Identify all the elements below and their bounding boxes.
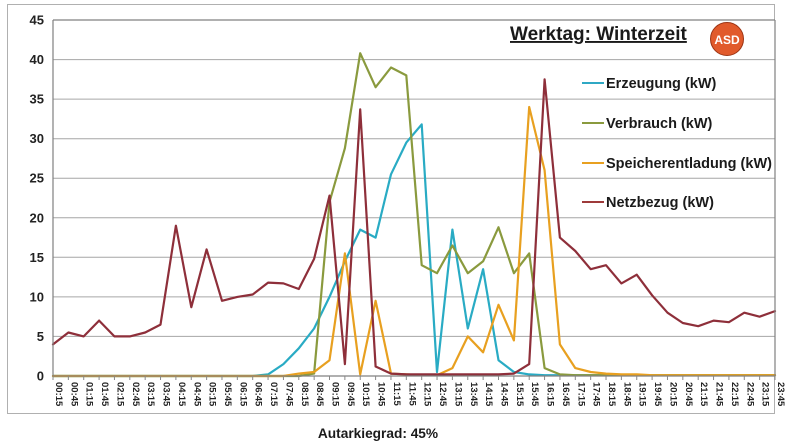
svg-text:16:45: 16:45: [560, 382, 571, 407]
svg-text:23:45: 23:45: [775, 382, 786, 407]
svg-text:35: 35: [30, 92, 44, 107]
svg-text:18:15: 18:15: [606, 382, 617, 407]
svg-text:00:15: 00:15: [53, 382, 64, 407]
svg-text:15:15: 15:15: [514, 382, 525, 407]
svg-text:12:45: 12:45: [437, 382, 448, 407]
svg-text:Netzbezug (kW): Netzbezug (kW): [606, 195, 714, 211]
svg-text:0: 0: [37, 369, 44, 384]
svg-text:06:15: 06:15: [237, 382, 248, 407]
svg-text:14:15: 14:15: [483, 382, 494, 407]
svg-text:13:15: 13:15: [452, 382, 463, 407]
svg-text:Verbrauch (kW): Verbrauch (kW): [606, 116, 713, 132]
svg-text:13:45: 13:45: [468, 382, 479, 407]
svg-text:10:15: 10:15: [360, 382, 371, 407]
svg-text:Erzeugung (kW): Erzeugung (kW): [606, 76, 717, 92]
svg-text:08:45: 08:45: [314, 382, 325, 407]
svg-text:12:15: 12:15: [422, 382, 433, 407]
svg-text:19:45: 19:45: [652, 382, 663, 407]
svg-text:04:45: 04:45: [191, 382, 202, 407]
svg-text:09:15: 09:15: [330, 382, 341, 407]
svg-text:11:15: 11:15: [391, 382, 402, 406]
svg-text:14:45: 14:45: [498, 382, 509, 407]
svg-text:11:45: 11:45: [406, 382, 417, 406]
svg-text:17:15: 17:15: [575, 382, 586, 407]
svg-text:20:15: 20:15: [667, 382, 678, 407]
svg-text:09:45: 09:45: [345, 382, 356, 407]
svg-text:03:15: 03:15: [145, 382, 156, 407]
svg-text:07:15: 07:15: [268, 382, 279, 407]
svg-text:21:15: 21:15: [698, 382, 709, 407]
svg-text:20:45: 20:45: [683, 382, 694, 407]
svg-text:15:45: 15:45: [529, 382, 540, 407]
svg-text:22:15: 22:15: [729, 382, 740, 407]
svg-text:22:45: 22:45: [744, 382, 755, 407]
svg-text:25: 25: [30, 171, 44, 186]
svg-text:01:15: 01:15: [84, 382, 95, 407]
svg-text:19:15: 19:15: [637, 382, 648, 407]
svg-text:20: 20: [30, 210, 44, 225]
svg-text:16:15: 16:15: [545, 382, 556, 407]
svg-text:40: 40: [30, 52, 44, 67]
svg-text:23:15: 23:15: [760, 382, 771, 407]
svg-text:03:45: 03:45: [161, 382, 172, 407]
svg-text:06:45: 06:45: [253, 382, 264, 407]
svg-text:02:45: 02:45: [130, 382, 141, 407]
svg-text:45: 45: [30, 13, 44, 28]
svg-text:01:45: 01:45: [99, 382, 110, 407]
svg-text:04:15: 04:15: [176, 382, 187, 407]
svg-text:17:45: 17:45: [591, 382, 602, 407]
svg-text:05:15: 05:15: [207, 382, 218, 407]
svg-text:10:45: 10:45: [376, 382, 387, 407]
svg-text:Speicherentladung (kW): Speicherentladung (kW): [606, 156, 772, 172]
svg-text:30: 30: [30, 131, 44, 146]
svg-text:02:15: 02:15: [114, 382, 125, 407]
svg-text:Werktag: Winterzeit: Werktag: Winterzeit: [510, 24, 688, 45]
svg-text:07:45: 07:45: [283, 382, 294, 407]
svg-text:08:15: 08:15: [299, 382, 310, 407]
svg-text:21:45: 21:45: [714, 382, 725, 407]
svg-text:15: 15: [30, 250, 44, 265]
svg-text:5: 5: [37, 329, 44, 344]
svg-text:18:45: 18:45: [621, 382, 632, 407]
svg-text:05:45: 05:45: [222, 382, 233, 407]
svg-text:00:45: 00:45: [68, 382, 79, 407]
svg-text:ASD: ASD: [714, 33, 740, 47]
svg-text:10: 10: [30, 289, 44, 304]
